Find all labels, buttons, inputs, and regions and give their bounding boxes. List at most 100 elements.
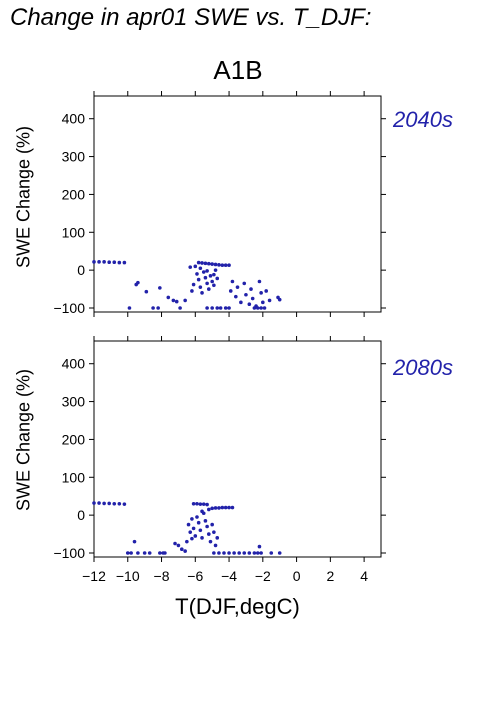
data-point (186, 522, 191, 527)
data-point (207, 507, 211, 512)
data-point (127, 306, 132, 310)
data-point (122, 502, 127, 506)
data-point (195, 515, 199, 519)
data-point (207, 287, 211, 291)
data-point (203, 275, 208, 280)
panel-label-2080s: 2080s (393, 355, 453, 380)
data-point (242, 281, 247, 286)
scenario-title: A1B (213, 55, 263, 85)
data-point (210, 279, 214, 284)
data-point (97, 501, 101, 505)
data-point (213, 262, 218, 267)
y-tick-label: 0 (77, 262, 85, 278)
data-point (259, 306, 263, 310)
data-point (208, 274, 213, 278)
data-point (205, 269, 209, 273)
data-point (190, 517, 194, 521)
x-tick-label: −8 (154, 568, 170, 584)
data-point (156, 306, 160, 310)
data-point (195, 272, 199, 276)
data-point (215, 306, 220, 310)
data-point (203, 261, 208, 266)
x-tick-label: −2 (255, 568, 271, 584)
data-point (223, 505, 228, 510)
data-point (196, 260, 201, 265)
y-tick-label: 100 (62, 469, 86, 485)
data-point (191, 526, 196, 531)
data-point (249, 287, 253, 291)
data-point (210, 306, 214, 310)
data-point (201, 502, 206, 506)
data-point (171, 298, 176, 303)
data-point (250, 296, 255, 301)
data-point (262, 306, 267, 310)
data-point (190, 289, 194, 293)
data-point (215, 276, 220, 281)
data-point (227, 263, 231, 268)
data-point (107, 260, 111, 264)
data-point (142, 551, 147, 555)
x-tick-label: −12 (82, 568, 106, 584)
data-point (151, 306, 155, 310)
data-point (158, 551, 162, 555)
y-tick-label: 200 (62, 186, 86, 202)
data-point (217, 263, 221, 267)
data-point (213, 268, 218, 272)
data-point (102, 501, 106, 506)
data-point (198, 502, 203, 506)
data-point (217, 506, 221, 510)
data-point (257, 279, 262, 284)
data-point (205, 524, 209, 529)
y-tick-label: 400 (62, 356, 86, 372)
data-point (200, 291, 204, 295)
data-point (212, 551, 216, 555)
data-point (234, 294, 238, 299)
data-point (237, 551, 241, 555)
data-point (196, 520, 201, 525)
data-point (227, 551, 231, 555)
data-point (217, 551, 221, 555)
data-point (244, 292, 248, 297)
data-point (264, 289, 269, 293)
data-point (136, 280, 140, 285)
data-point (147, 551, 152, 555)
data-point (269, 551, 274, 555)
x-tick-label: −10 (116, 568, 140, 584)
data-point (176, 543, 181, 548)
data-point (205, 502, 209, 507)
data-point (178, 306, 182, 310)
data-point (227, 505, 231, 510)
data-point (259, 291, 263, 295)
data-point (213, 506, 218, 510)
data-point (173, 541, 177, 546)
panel-2040s: −100 0 100 200 300 400 (53, 91, 386, 317)
data-point (190, 536, 194, 541)
data-point (223, 263, 228, 268)
data-point (183, 298, 187, 303)
data-point (200, 536, 204, 540)
y-tick-label: 300 (62, 394, 86, 410)
data-point (210, 522, 214, 527)
data-point (117, 260, 122, 265)
data-point (218, 306, 223, 310)
x-tick-label: 4 (360, 568, 368, 584)
y-tick-label: 0 (77, 507, 85, 523)
data-point (132, 539, 137, 544)
x-tick-label: −4 (221, 568, 237, 584)
y-tick-label: −100 (53, 545, 85, 561)
data-point (112, 260, 117, 264)
data-point (195, 501, 199, 506)
panel-label-2040s: 2040s (393, 107, 453, 132)
data-point (185, 539, 189, 544)
data-point (228, 289, 233, 293)
data-point (230, 505, 235, 510)
x-tick-label: 0 (293, 568, 301, 584)
data-point (215, 536, 220, 540)
data-point (230, 279, 235, 284)
plot-frame (93, 340, 382, 558)
data-point (277, 551, 282, 555)
data-point (259, 551, 263, 555)
data-point (261, 300, 265, 305)
data-point (242, 551, 247, 555)
data-point (183, 549, 187, 553)
